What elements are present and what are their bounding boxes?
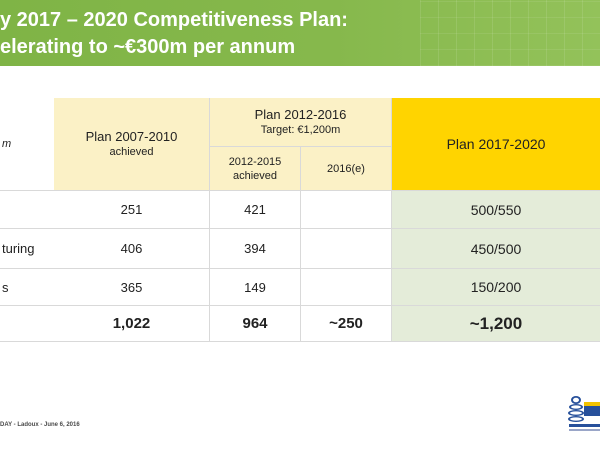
header-plan-2007-label: Plan 2007-2010 — [85, 129, 178, 144]
table-cell — [301, 229, 392, 269]
table-cell — [301, 269, 392, 306]
slide-title-line-2: elerating to ~€300m per annum — [0, 36, 296, 58]
table-cell-total: 964 — [210, 306, 301, 342]
table-cell-highlight: 500/550 — [392, 191, 600, 229]
table-cell: 406 — [54, 229, 210, 269]
header-2012-2015-label: 2012-2015 — [228, 155, 282, 168]
table-cell: 365 — [54, 269, 210, 306]
table-cell-total: ~250 — [301, 306, 392, 342]
table-cell-highlight: 450/500 — [392, 229, 600, 269]
slide-title-line-1: y 2017 – 2020 Competitiveness Plan: — [0, 9, 348, 31]
table-cell: 251 — [54, 191, 210, 229]
row-label: s — [0, 269, 54, 306]
row-label: turing — [0, 229, 54, 269]
table-cell-highlight: 150/200 — [392, 269, 600, 306]
unit-label: m — [0, 98, 54, 191]
table-cell-total: 1,022 — [54, 306, 210, 342]
title-banner: y 2017 – 2020 Competitiveness Plan: eler… — [0, 0, 600, 66]
table-cell: 421 — [210, 191, 301, 229]
banner-grid-pattern — [420, 0, 600, 66]
table-cell: 394 — [210, 229, 301, 269]
header-plan-2012-target: Target: €1,200m — [260, 124, 341, 136]
table-cell-total-highlight: ~1,200 — [392, 306, 600, 342]
footer-text: DAY - Ladoux - June 6, 2016 — [0, 422, 80, 428]
row-label-total — [0, 306, 54, 342]
header-plan-2012-2016: Plan 2012-2016 Target: €1,200m — [210, 98, 392, 147]
table-cell: 149 — [210, 269, 301, 306]
header-2012-2015-sub: achieved — [232, 169, 278, 182]
header-plan-2007-2010: Plan 2007-2010 achieved — [54, 98, 210, 191]
michelin-man-logo-icon — [566, 392, 600, 436]
row-label — [0, 191, 54, 229]
table-cell — [301, 191, 392, 229]
header-plan-2017-2020: Plan 2017-2020 — [392, 98, 600, 191]
header-plan-2012-label: Plan 2012-2016 — [254, 107, 347, 122]
header-2016-estimate: 2016(e) — [301, 147, 392, 191]
header-2012-2015-achieved: 2012-2015 achieved — [210, 147, 301, 191]
header-plan-2007-sub: achieved — [109, 146, 154, 158]
